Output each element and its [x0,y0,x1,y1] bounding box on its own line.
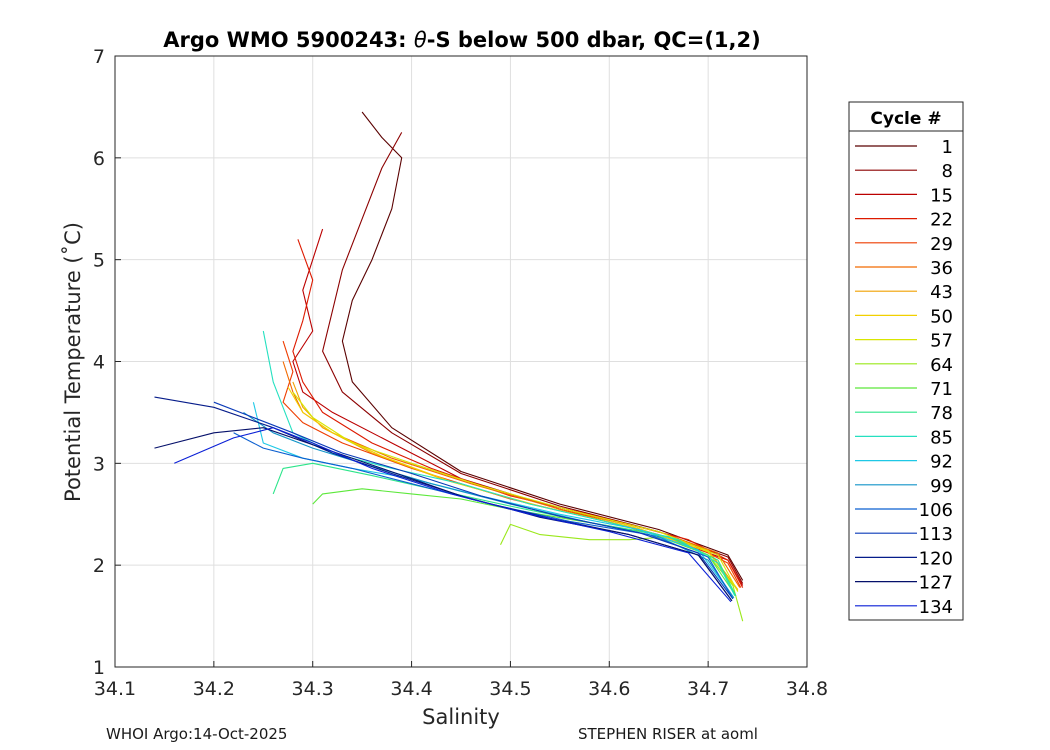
legend-label: 50 [930,306,953,327]
legend-label: 113 [919,524,953,545]
y-tick-label: 1 [93,657,105,679]
legend: Cycle # 18152229364350576471788592991061… [848,101,964,621]
footer-right-credit: STEPHEN RISER at aoml [578,725,758,743]
legend-label: 1 [942,137,953,158]
legend-label: 85 [930,427,953,448]
legend-label: 15 [930,185,953,206]
y-axis-label: Potential Temperature (˚C) [61,222,85,502]
series-line-cycle-99 [243,411,735,599]
x-tick-label: 34.1 [94,678,136,700]
x-tick-label: 34.8 [786,678,828,700]
legend-label: 78 [930,403,953,424]
series-line-cycle-36 [282,361,741,588]
legend-label: 71 [930,379,953,400]
footer-left-credit: WHOI Argo:14-Oct-2025 [106,725,288,743]
legend-label: 64 [930,355,953,376]
legend-label: 36 [930,258,953,279]
axis-ticks: 34.1 34.2 34.3 34.4 34.5 34.6 34.7 34.8 1 2 3 4 5 6 7 [93,46,828,700]
chart-title: Argo WMO 5900243: θ-S below 500 dbar, QC… [163,28,760,52]
x-tick-label: 34.2 [193,678,235,700]
x-tick-label: 34.5 [489,678,531,700]
legend-label: 120 [919,548,953,569]
series-line-cycle-22 [292,239,744,588]
series-line-cycle-71 [312,488,737,597]
legend-label: 134 [919,597,953,618]
legend-label: 43 [930,282,953,303]
x-tick-label: 34.7 [687,678,729,700]
series-lines [154,111,744,622]
legend-label: 22 [930,210,953,231]
series-line-cycle-113 [213,401,734,600]
y-tick-label: 7 [93,46,105,68]
grid [115,56,807,667]
legend-label: 92 [930,452,953,473]
legend-label: 99 [930,476,953,497]
legend-title: Cycle # [870,109,941,129]
series-line-cycle-57 [292,391,739,592]
y-tick-label: 3 [93,453,105,475]
x-tick-label: 34.4 [390,678,432,700]
legend-label: 8 [942,161,953,182]
y-tick-label: 6 [93,148,105,170]
legend-label: 29 [930,234,953,255]
legend-entries: 1 8 15 22 29 36 43 50 57 64 71 78 85 92 99 106 113 120 127… [855,137,953,618]
x-axis-label: Salinity [422,705,500,729]
legend-label: 127 [919,573,953,594]
title-theta: θ [414,28,427,52]
legend-label: 57 [930,331,953,352]
x-tick-label: 34.6 [588,678,630,700]
series-line-cycle-134 [174,427,732,603]
y-tick-label: 2 [93,555,105,577]
y-tick-label: 5 [93,250,105,272]
y-tick-label: 4 [93,352,105,374]
series-line-cycle-127 [154,427,733,602]
legend-label: 106 [919,500,953,521]
series-line-cycle-1 [341,111,744,581]
x-tick-label: 34.3 [292,678,334,700]
title-prefix: Argo WMO 5900243: [163,28,414,52]
title-suffix: -S below 500 dbar, QC=(1,2) [427,28,761,52]
